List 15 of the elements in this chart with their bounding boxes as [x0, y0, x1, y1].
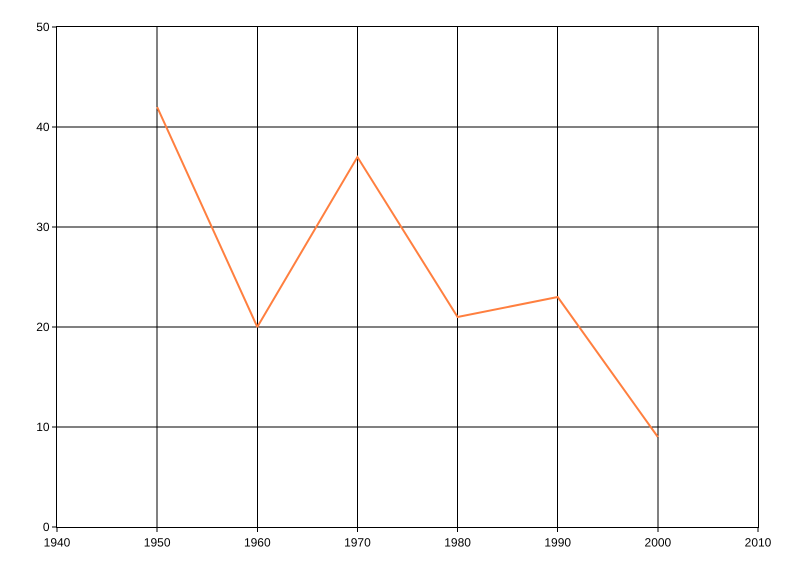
- x-tick-label: 1940: [44, 535, 71, 550]
- x-tick-label: 1980: [444, 535, 472, 550]
- y-tick-label: 40: [36, 120, 50, 134]
- y-tick-label: 20: [36, 320, 50, 334]
- y-tick-label: 10: [36, 420, 50, 434]
- x-tick-label: 1990: [544, 535, 572, 550]
- x-tick-label: 2000: [644, 535, 672, 550]
- y-tick-label: 0: [42, 520, 50, 534]
- x-tick-label: 2010: [744, 535, 772, 550]
- x-tick-label: 1970: [344, 535, 372, 550]
- line-series: [156, 106, 659, 438]
- y-tick-label: 50: [36, 20, 50, 34]
- y-tick-label: 30: [36, 220, 50, 234]
- x-tick-label: 1960: [244, 535, 271, 550]
- x-tick-label: 1950: [144, 535, 171, 550]
